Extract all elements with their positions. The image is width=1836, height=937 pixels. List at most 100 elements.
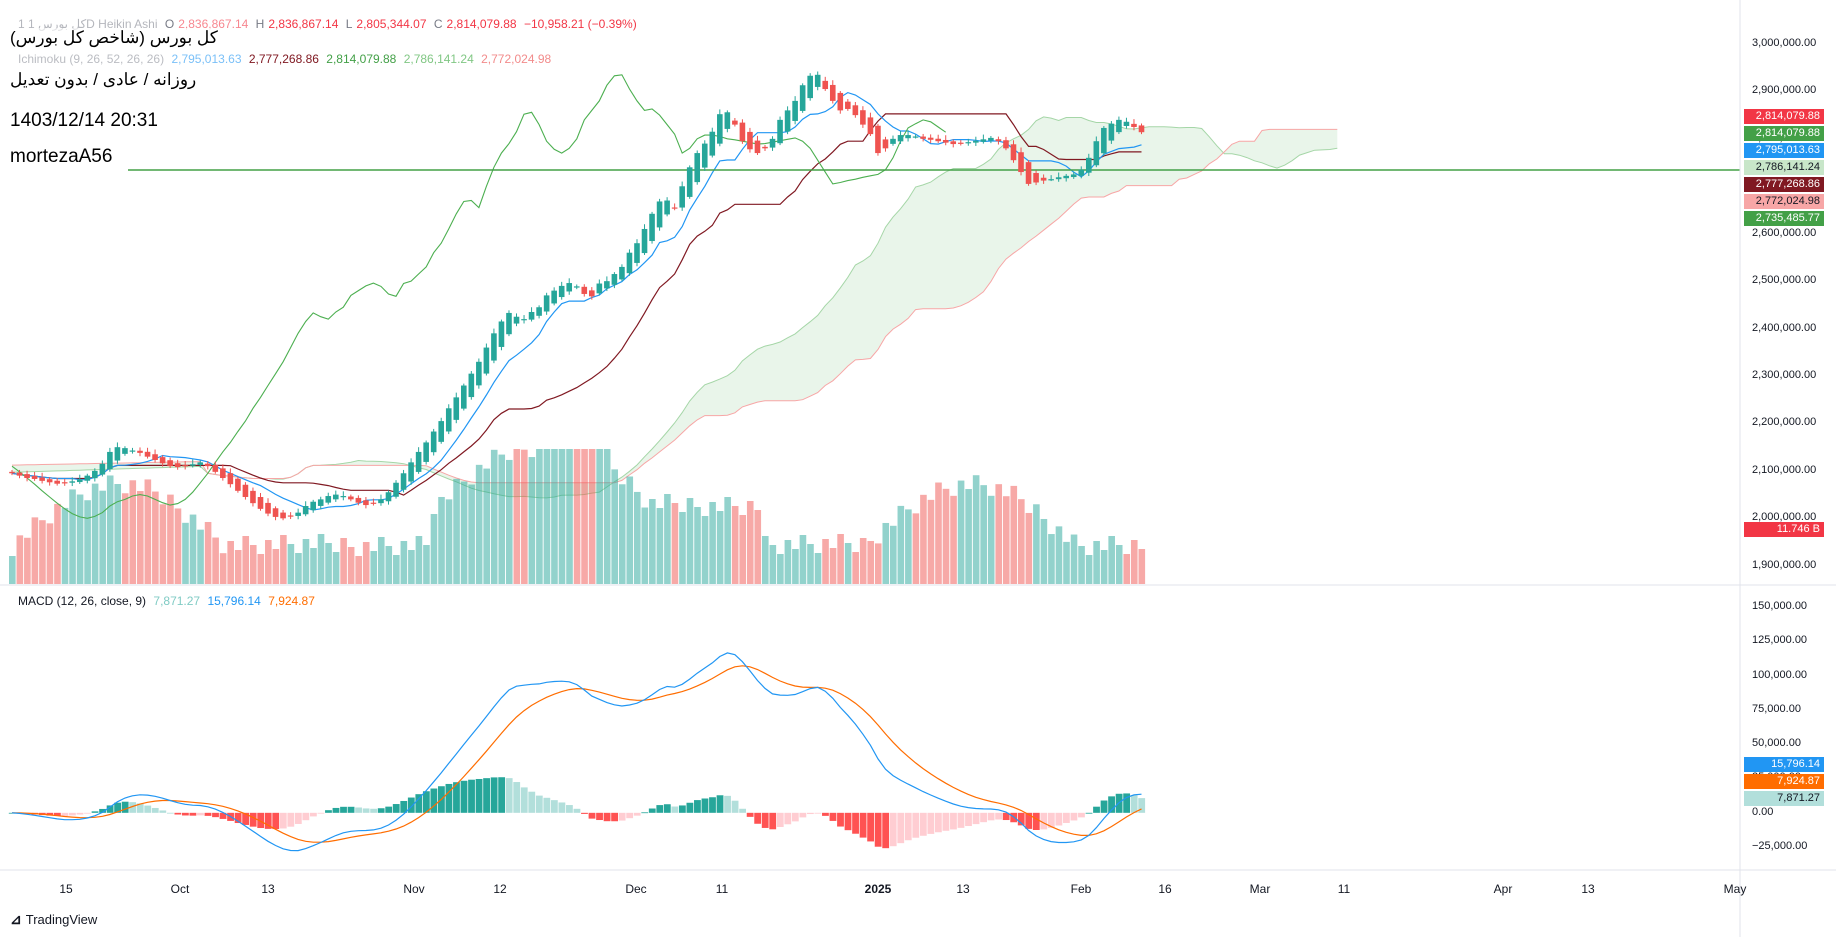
candle-body: [694, 153, 701, 183]
candle-body: [596, 283, 603, 294]
macd-histogram-bar: [761, 812, 769, 828]
candle-body: [167, 460, 173, 467]
volume-bar: [897, 505, 905, 584]
candle-body: [189, 464, 196, 466]
brand-text: TradingView: [25, 912, 98, 927]
volume-bar: [212, 537, 219, 584]
volume-bar: [867, 540, 875, 584]
candle-body: [39, 477, 45, 481]
macd-histogram-bar: [822, 812, 829, 816]
candle-body: [250, 490, 256, 504]
volume-bar: [716, 511, 724, 584]
open-label: O: [164, 17, 175, 31]
symbol-legend: 1 کل بورس 1D Heikin Ashi O 2,836,867.14 H…: [18, 17, 641, 31]
candle-body: [272, 508, 279, 517]
date-axis-label: Mar: [1249, 882, 1271, 896]
candle-body: [1116, 119, 1122, 133]
volume-bar: [777, 554, 784, 584]
volume-bar: [792, 549, 799, 584]
macd-histogram-bar: [114, 802, 122, 813]
candle-body: [227, 473, 234, 485]
candle-body: [867, 117, 874, 135]
volume-bar: [460, 481, 468, 584]
candle-body: [137, 450, 143, 453]
candle-body: [332, 494, 339, 500]
volume-bar: [317, 534, 325, 584]
overlay-author: mortezaA56: [10, 146, 113, 167]
macd-histogram-bar: [656, 805, 664, 813]
macd-histogram-bar: [663, 804, 671, 813]
candle-body: [1055, 177, 1062, 180]
macd-histogram-bar: [603, 812, 611, 822]
candle-body: [415, 451, 422, 472]
volume-bar: [280, 535, 287, 584]
macd-histogram-bar: [69, 812, 76, 816]
price-tag: 2,814,079.88: [1744, 126, 1824, 141]
candle-body: [325, 496, 332, 503]
volume-bar: [1063, 541, 1070, 584]
volume-bar: [633, 491, 641, 584]
volume-bar: [1138, 549, 1146, 584]
low-label: L: [345, 17, 353, 31]
macd-histogram-bar: [1123, 793, 1131, 813]
ichimoku-legend: Ichimoku (9, 26, 52, 26, 26) 2,795,013.6…: [18, 52, 555, 66]
candle-body: [1003, 140, 1009, 149]
macd-histogram-bar: [234, 812, 242, 824]
volume-bar: [596, 449, 603, 584]
macd-histogram-bar: [724, 795, 731, 813]
candle-body: [506, 312, 512, 335]
candle-body: [679, 186, 685, 208]
ichimoku-v4: 2,786,141.24: [403, 52, 474, 66]
candle-body: [197, 462, 204, 465]
price-axis-label: 2,400,000.00: [1752, 321, 1817, 334]
symbol-line: 1 کل بورس 1D Heikin Ashi: [18, 17, 158, 31]
macd-histogram-bar: [694, 800, 701, 813]
macd-histogram-bar: [535, 795, 543, 813]
volume-bar: [121, 493, 129, 584]
volume-bar: [588, 449, 596, 584]
volume-bar: [167, 494, 174, 584]
price-axis-label: 2,900,000.00: [1752, 84, 1817, 97]
volume-bar: [618, 484, 626, 584]
macd-histogram-bar: [1130, 795, 1138, 813]
volume-bar: [859, 538, 867, 584]
date-axis-label: 12: [493, 882, 507, 896]
volume-bar: [829, 548, 837, 584]
macd-histogram-bar: [558, 802, 566, 813]
macd-histogram-bar: [249, 812, 257, 827]
candle-body: [671, 207, 678, 209]
macd-pane: [8, 652, 1146, 852]
macd-axis-label: 50,000.00: [1752, 737, 1801, 750]
tradingview-logo[interactable]: ⊿ TradingView: [10, 911, 97, 928]
macd-histogram-bar: [1108, 796, 1115, 813]
volume-bar: [837, 534, 844, 584]
cloud-fill: [12, 116, 1338, 498]
candle-body: [438, 421, 445, 442]
volume-bar: [106, 475, 114, 584]
volume-bar: [362, 542, 370, 584]
candle-body: [287, 515, 294, 517]
volume-bar: [355, 556, 362, 584]
candle-body: [220, 468, 226, 479]
volume-bar: [468, 484, 475, 584]
macd-histogram-bar: [618, 812, 626, 821]
macd-histogram-bar: [746, 812, 754, 817]
volume-bar: [1048, 534, 1055, 584]
volume-bar: [890, 525, 897, 584]
volume-bar: [1040, 518, 1048, 584]
price-tag: 2,814,079.88: [1744, 109, 1824, 124]
macd-histogram-bar: [829, 812, 837, 821]
volume-bar: [905, 509, 912, 584]
macd-histogram-bar: [1040, 812, 1048, 830]
macd-histogram-bar: [340, 806, 347, 813]
macd-histogram-bar: [1085, 812, 1093, 814]
price-tag: 11.746 B: [1744, 522, 1824, 537]
macd-histogram-bar: [377, 808, 385, 813]
volume-bar: [61, 507, 69, 584]
volume-bar: [1093, 541, 1100, 584]
candle-body: [453, 397, 460, 420]
candle-body: [430, 431, 437, 453]
macd-histogram-bar: [844, 812, 852, 831]
macd-histogram-bar: [279, 812, 287, 829]
